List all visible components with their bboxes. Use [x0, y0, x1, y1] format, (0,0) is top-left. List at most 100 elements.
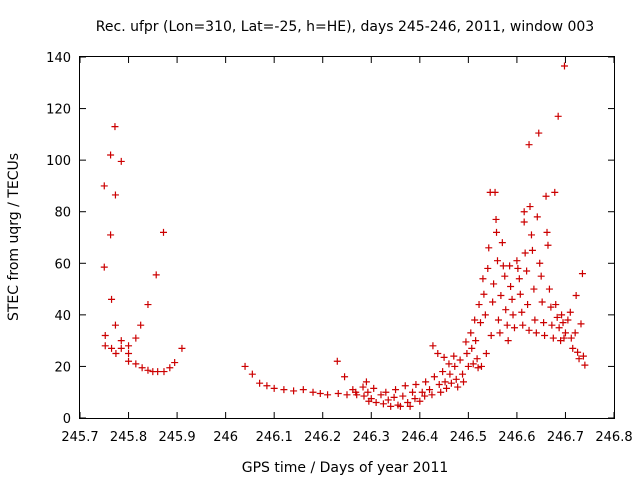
x-axis-label: GPS time / Days of year 2011: [242, 460, 449, 476]
data-point: [460, 378, 468, 386]
chart-title: Rec. ufpr (Lon=310, Lat=-25, h=HE), days…: [96, 19, 594, 35]
data-point: [178, 344, 186, 352]
data-point: [524, 301, 532, 309]
data-point: [518, 308, 526, 316]
data-point: [137, 321, 145, 329]
data-point: [454, 383, 462, 391]
x-tick-label: 246.4: [401, 430, 438, 445]
data-point: [538, 298, 546, 306]
data-point: [487, 331, 495, 339]
data-point: [435, 380, 443, 388]
data-point: [387, 402, 395, 410]
data-point: [434, 350, 442, 358]
data-point: [493, 228, 501, 236]
data-point: [542, 192, 550, 200]
data-point: [504, 337, 512, 345]
data-points: [100, 62, 589, 410]
data-point: [144, 366, 152, 374]
x-tick-label: 246: [213, 430, 238, 445]
data-point: [533, 213, 541, 221]
y-tick-label: 60: [54, 257, 71, 272]
data-point: [569, 344, 577, 352]
data-point: [579, 352, 587, 360]
data-point: [111, 321, 119, 329]
data-point: [409, 388, 417, 396]
data-point: [508, 295, 516, 303]
data-point: [138, 364, 146, 372]
data-point: [560, 62, 568, 70]
x-tick-label: 245.8: [110, 430, 147, 445]
x-tick-label: 245.7: [61, 430, 98, 445]
x-tick-label: 246.5: [450, 430, 487, 445]
data-point: [564, 316, 572, 324]
data-point: [547, 303, 555, 311]
data-point: [399, 392, 407, 400]
y-axis: 0 20 40 60 80 100 120 140: [46, 51, 614, 427]
data-point: [575, 355, 583, 363]
data-point: [456, 356, 464, 364]
data-point: [241, 362, 249, 370]
data-point: [125, 350, 133, 358]
data-point: [390, 393, 398, 401]
data-point: [526, 203, 534, 211]
data-point: [107, 231, 115, 239]
data-point: [528, 246, 536, 254]
data-point: [422, 378, 430, 386]
data-point: [509, 311, 517, 319]
data-point: [152, 271, 160, 279]
data-point: [359, 383, 367, 391]
data-point: [256, 379, 264, 387]
data-point: [485, 244, 493, 252]
x-tick-label: 246.8: [595, 430, 632, 445]
x-tick-label: 245.9: [158, 430, 195, 445]
data-point: [577, 320, 585, 328]
data-point: [532, 329, 540, 337]
data-point: [447, 379, 455, 387]
y-tick-label: 100: [46, 154, 71, 169]
data-point: [555, 324, 563, 332]
data-point: [406, 402, 414, 410]
data-point: [108, 344, 116, 352]
x-tick-label: 246.7: [547, 430, 584, 445]
data-point: [471, 316, 479, 324]
data-point: [523, 267, 531, 275]
data-point: [166, 364, 174, 372]
data-point: [111, 123, 119, 131]
data-point: [541, 331, 549, 339]
data-point: [429, 342, 437, 350]
data-point: [100, 182, 108, 190]
data-point: [324, 391, 332, 399]
data-point: [578, 270, 586, 278]
data-point: [574, 348, 582, 356]
data-point: [513, 257, 521, 265]
data-point: [521, 249, 529, 257]
data-point: [525, 326, 533, 334]
data-point: [125, 342, 133, 350]
data-point: [515, 275, 523, 283]
data-point: [497, 292, 505, 300]
data-point: [536, 259, 544, 267]
data-point: [473, 355, 481, 363]
data-point: [501, 272, 509, 280]
data-point: [360, 392, 368, 400]
data-point: [440, 353, 448, 361]
y-tick-label: 40: [54, 309, 71, 324]
y-tick-label: 120: [46, 103, 71, 118]
data-point: [554, 112, 562, 120]
y-tick-label: 140: [46, 51, 71, 66]
data-point: [171, 359, 179, 367]
data-point: [499, 262, 507, 270]
data-point: [367, 395, 375, 403]
y-tick-label: 0: [63, 412, 71, 427]
data-point: [496, 329, 504, 337]
data-point: [459, 370, 467, 378]
data-point: [100, 263, 108, 271]
data-point: [362, 378, 370, 386]
data-point: [101, 331, 109, 339]
data-point: [111, 191, 119, 199]
data-point: [263, 382, 271, 390]
data-point: [468, 344, 476, 352]
data-point: [154, 368, 162, 376]
data-point: [537, 272, 545, 280]
